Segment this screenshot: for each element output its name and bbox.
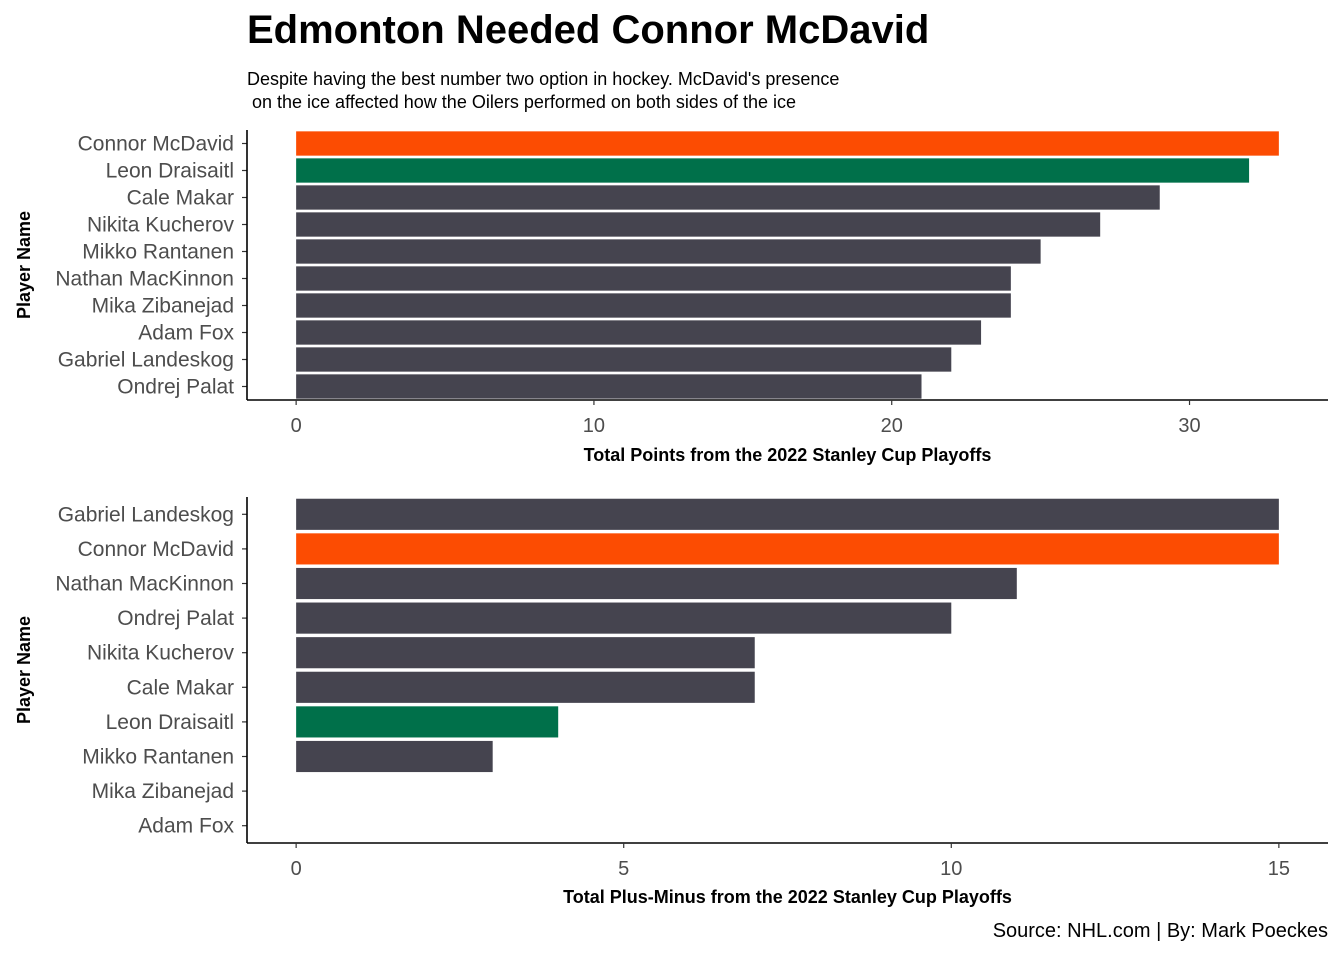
plus-minus-y-axis-title: Player Name — [14, 616, 34, 724]
points-bar-gabriel-landeskog — [296, 347, 952, 372]
plus-minus-category-label: Ondrej Palat — [117, 607, 234, 630]
plus-minus-x-tick-label: 15 — [1268, 858, 1290, 880]
points-bar-adam-fox — [296, 320, 982, 345]
plus-minus-category-label: Connor McDavid — [78, 538, 234, 561]
points-category-label: Cale Makar — [127, 187, 234, 210]
plus-minus-category-label: Leon Draisaitl — [106, 711, 234, 734]
points-category-label: Mikko Rantanen — [82, 241, 234, 264]
points-category-label: Nikita Kucherov — [87, 214, 235, 237]
points-category-label: Gabriel Landeskog — [58, 349, 234, 372]
plus-minus-category-label: Mikko Rantanen — [82, 746, 234, 769]
points-bar-nathan-mackinnon — [296, 266, 1011, 291]
plus-minus-bar-nikita-kucherov — [296, 637, 755, 669]
points-x-tick-label: 20 — [881, 415, 903, 437]
points-bar-cale-makar — [296, 185, 1160, 210]
points-category-label: Ondrej Palat — [117, 376, 234, 399]
points-bar-mika-zibanejad — [296, 293, 1011, 318]
plus-minus-category-label: Mika Zibanejad — [92, 780, 234, 803]
plus-minus-bar-leon-draisaitl — [296, 706, 559, 738]
points-category-label: Mika Zibanejad — [92, 295, 234, 318]
points-panel: Connor McDavid Leon Draisaitl Cale Makar Ni… — [14, 130, 1328, 465]
points-x-tick-label: 10 — [583, 415, 605, 437]
points-bar-connor-mcdavid — [296, 131, 1279, 156]
plus-minus-bar-nathan-mackinnon — [296, 567, 1017, 600]
plus-minus-category-label: Nathan MacKinnon — [55, 573, 234, 596]
chart-caption: Source: NHL.com | By: Mark Poeckes — [992, 920, 1328, 942]
points-category-label: Nathan MacKinnon — [55, 268, 234, 291]
plus-minus-bar-connor-mcdavid — [296, 533, 1279, 565]
plus-minus-x-tick-label: 0 — [291, 858, 302, 880]
plus-minus-category-label: Gabriel Landeskog — [58, 503, 234, 526]
points-bar-ondrej-palat — [296, 374, 922, 399]
points-bar-nikita-kucherov — [296, 212, 1101, 237]
points-x-tick-label: 30 — [1178, 415, 1200, 437]
plus-minus-x-tick-label: 5 — [618, 858, 629, 880]
points-bar-leon-draisaitl — [296, 158, 1250, 183]
points-category-label: Adam Fox — [138, 322, 234, 345]
plus-minus-category-label: Cale Makar — [127, 676, 234, 699]
points-x-axis-title: Total Points from the 2022 Stanley Cup P… — [584, 445, 992, 465]
points-category-label: Leon Draisaitl — [106, 160, 234, 183]
plus-minus-bar-cale-makar — [296, 671, 755, 703]
plus-minus-category-label: Adam Fox — [138, 815, 234, 838]
points-y-axis-title: Player Name — [14, 211, 34, 319]
plus-minus-x-tick-label: 10 — [940, 858, 962, 880]
plus-minus-bar-ondrej-palat — [296, 602, 952, 634]
plus-minus-bar-mikko-rantanen — [296, 740, 493, 773]
points-x-tick-label: 0 — [291, 415, 302, 437]
plus-minus-bar-gabriel-landeskog — [296, 498, 1279, 530]
plus-minus-category-label: Nikita Kucherov — [87, 642, 235, 665]
chart-title: Edmonton Needed Connor McDavid — [247, 8, 930, 52]
plus-minus-x-axis-title: Total Plus-Minus from the 2022 Stanley C… — [563, 887, 1012, 907]
chart-subtitle: Despite having the best number two optio… — [247, 69, 840, 112]
points-bar-mikko-rantanen — [296, 239, 1041, 264]
points-category-label: Connor McDavid — [78, 133, 234, 156]
plus-minus-panel: Gabriel Landeskog Connor McDavid Nathan Ma… — [14, 497, 1328, 907]
